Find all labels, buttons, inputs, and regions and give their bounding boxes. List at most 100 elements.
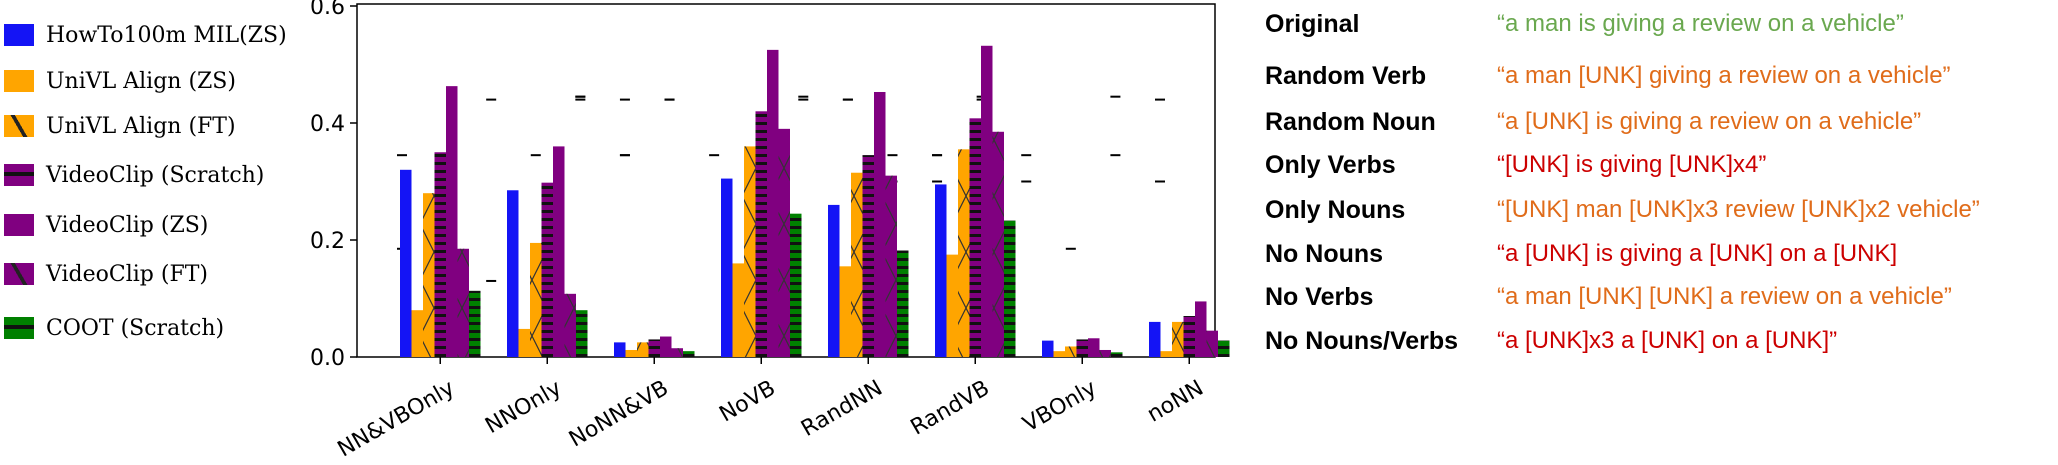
bar-vbonly-s0 xyxy=(1042,340,1054,357)
x-tick-label: NoVB xyxy=(715,376,780,428)
bar-hatch-novb-s6 xyxy=(790,213,802,357)
bar-randnn-s0 xyxy=(828,204,840,357)
bar-hatch-nnonly-s6 xyxy=(576,310,588,357)
bar-hatch-nonn-vb-s5 xyxy=(671,348,683,357)
bar-nonn-vb-s4 xyxy=(660,336,672,357)
bar-hatch-nonn-s2 xyxy=(1172,321,1184,357)
bar-nonn-s1 xyxy=(1160,351,1172,357)
bar-hatch-randnn-s5 xyxy=(885,175,897,357)
y-tick-label: 0.0 xyxy=(310,346,345,371)
legend-label: VideoClip (ZS) xyxy=(46,212,209,238)
x-tick-label: VBOnly xyxy=(1019,376,1101,438)
row-label: No Nouns xyxy=(1265,240,1384,268)
table-row: Random Noun “a [UNK] is giving a review o… xyxy=(1265,108,1921,137)
x-tick-label: RandVB xyxy=(907,376,994,441)
x-tick-label: NN&VBOnly xyxy=(334,376,459,463)
table-row: Only Verbs “[UNK] is giving [UNK]x4” xyxy=(1265,151,1766,180)
y-tick-label: 0.6 xyxy=(310,0,345,20)
bar-hatch-randnn-s6 xyxy=(897,250,909,357)
bar-hatch-nonn-vb-s3 xyxy=(648,339,660,357)
row-quote: “a man [UNK] [UNK] a review on a vehicle… xyxy=(1497,283,1952,310)
legend-item: VideoClip (ZS) xyxy=(4,210,208,240)
bar-nonn-vb-s1 xyxy=(625,349,637,357)
y-tick-label: 0.4 xyxy=(310,112,345,137)
bar-novb-s4 xyxy=(767,49,779,357)
bar-hatch-nnonly-s2 xyxy=(530,242,542,357)
bar-hatch-nonn-s5 xyxy=(1206,330,1218,357)
legend-swatch xyxy=(4,70,34,92)
bar-hatch-nn-vbonly-s5 xyxy=(457,248,469,357)
bars xyxy=(400,45,1230,358)
bar-nnonly-s4 xyxy=(553,146,565,357)
y-axis: 0.0 0.2 0.4 0.6 xyxy=(310,0,357,371)
bar-hatch-novb-s2 xyxy=(744,146,756,357)
bar-hatch-nonn-vb-s6 xyxy=(683,351,695,357)
legend-label: VideoClip (FT) xyxy=(46,261,208,287)
legend-swatch xyxy=(4,214,34,236)
bar-nn-vbonly-s0 xyxy=(400,169,412,357)
bar-hatch-nonn-vb-s2 xyxy=(637,342,649,357)
bar-chart: 0.0 0.2 0.4 0.6 NN&VBOnly NNOnly NoNN&VB NoVB R… xyxy=(310,0,1230,462)
bar-hatch-randvb-s3 xyxy=(969,118,981,357)
bar-nonn-vb-s0 xyxy=(614,342,626,357)
bar-hatch-nn-vbonly-s6 xyxy=(469,290,481,357)
legend-label: COOT (Scratch) xyxy=(46,315,225,341)
bar-randnn-s1 xyxy=(839,266,851,357)
row-quote: “a man is giving a review on a vehicle” xyxy=(1497,10,1904,37)
bar-hatch-randnn-s2 xyxy=(851,172,863,357)
x-axis: NN&VBOnly NNOnly NoNN&VB NoVB RandNN RandVB VB… xyxy=(334,357,1208,462)
x-tick-label: NNOnly xyxy=(481,376,566,439)
table-row: Original “a man is giving a review on a v… xyxy=(1265,10,1904,39)
row-label: Random Noun xyxy=(1265,108,1436,136)
legend-swatch xyxy=(4,317,34,339)
bar-hatch-vbonly-s3 xyxy=(1076,339,1088,357)
bar-hatch-randvb-s5 xyxy=(992,131,1004,357)
legend-swatch xyxy=(4,115,34,137)
legend-item: UniVL Align (ZS) xyxy=(4,66,236,96)
bar-nonn-s0 xyxy=(1149,321,1161,357)
legend-item: VideoClip (FT) xyxy=(4,259,208,289)
bar-hatch-nnonly-s3 xyxy=(541,182,553,357)
row-quote: “a [UNK] is giving a [UNK] on a [UNK] xyxy=(1497,240,1898,267)
legend-swatch xyxy=(4,263,34,285)
bar-nnonly-s1 xyxy=(518,328,530,357)
legend-swatch xyxy=(4,24,34,46)
x-tick-label: noNN xyxy=(1143,376,1208,428)
row-label: Only Verbs xyxy=(1265,151,1396,179)
legend-label: VideoClip (Scratch) xyxy=(46,162,265,188)
bar-nn-vbonly-s4 xyxy=(446,86,458,358)
bar-hatch-vbonly-s5 xyxy=(1099,349,1111,357)
bar-hatch-novb-s3 xyxy=(755,111,767,357)
row-quote: “a [UNK]x3 a [UNK] on a [UNK]” xyxy=(1497,327,1838,354)
row-quote: “[UNK] man [UNK]x3 review [UNK]x2 vehicl… xyxy=(1497,196,1980,223)
table-row: Random Verb “a man [UNK] giving a review … xyxy=(1265,62,1951,91)
bar-hatch-vbonly-s2 xyxy=(1065,346,1077,357)
bar-novb-s0 xyxy=(721,178,733,357)
row-quote: “a [UNK] is giving a review on a vehicle… xyxy=(1497,108,1922,135)
legend-item: HowTo100m MIL(ZS) xyxy=(4,20,287,50)
bar-randvb-s1 xyxy=(946,254,958,357)
legend-item: VideoClip (Scratch) xyxy=(4,160,264,190)
bar-vbonly-s1 xyxy=(1053,351,1065,357)
legend-swatch xyxy=(4,164,34,186)
bar-hatch-randvb-s2 xyxy=(958,149,970,357)
bar-hatch-nonn-s6 xyxy=(1218,340,1230,357)
x-tick-label: RandNN xyxy=(797,376,887,442)
legend-label: UniVL Align (ZS) xyxy=(46,68,236,94)
bar-nn-vbonly-s1 xyxy=(411,310,423,357)
bar-hatch-randnn-s3 xyxy=(862,155,874,357)
row-label: Only Nouns xyxy=(1265,196,1406,224)
legend-label: UniVL Align (FT) xyxy=(46,113,236,139)
bar-nonn-s4 xyxy=(1195,301,1207,357)
table-row: No Verbs “a man [UNK] [UNK] a review on a… xyxy=(1265,283,1952,312)
bar-hatch-nonn-s3 xyxy=(1183,316,1195,357)
table-row: No Nouns/Verbs “a [UNK]x3 a [UNK] on a [U… xyxy=(1265,327,1837,356)
bar-hatch-nn-vbonly-s3 xyxy=(434,152,446,357)
legend: HowTo100m MIL(ZS) UniVL Align (ZS) UniVL A… xyxy=(4,20,314,360)
table-row: Only Nouns “[UNK] man [UNK]x3 review [UNK… xyxy=(1265,196,1980,225)
bar-vbonly-s4 xyxy=(1088,338,1100,357)
x-tick-label: NoNN&VB xyxy=(565,376,673,453)
bar-nnonly-s0 xyxy=(507,190,519,357)
legend-label: HowTo100m MIL(ZS) xyxy=(46,22,287,48)
row-label: Original xyxy=(1265,10,1360,38)
